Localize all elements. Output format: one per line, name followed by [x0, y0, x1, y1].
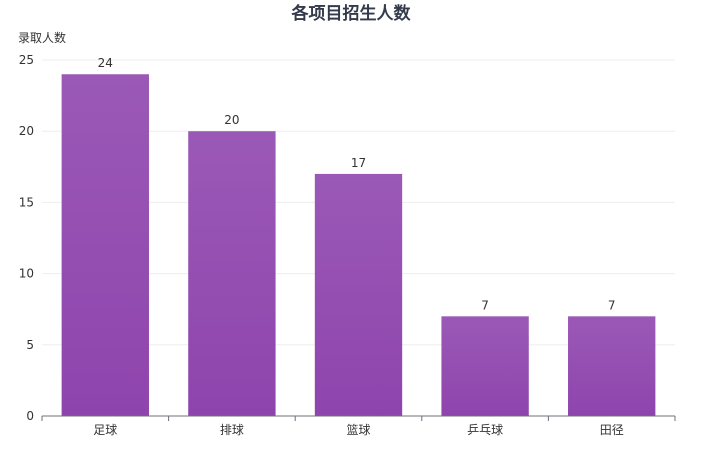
y-tick-label: 25 [19, 53, 34, 67]
y-tick-label: 15 [19, 195, 34, 209]
y-tick-label: 10 [19, 267, 34, 281]
bar [188, 131, 276, 416]
x-axis: 足球 排球 篮球 乒乓球 田径 [41, 415, 676, 437]
y-tick-label: 5 [26, 338, 34, 352]
bars [61, 74, 656, 417]
x-tick-label: 乒乓球 [467, 423, 503, 437]
bar [314, 173, 403, 416]
y-axis-ticks: 0 5 10 15 20 25 [19, 53, 34, 423]
bar [441, 316, 529, 416]
bar [61, 74, 149, 417]
y-tick-label: 20 [19, 124, 34, 138]
data-label: 20 [224, 113, 239, 127]
x-tick-label: 田径 [600, 423, 624, 437]
x-tick-label: 足球 [93, 423, 117, 437]
x-tick-label: 篮球 [346, 422, 370, 437]
y-tick-label: 0 [26, 409, 34, 423]
chart-title: 各项目招生人数 [291, 3, 412, 24]
data-label: 24 [98, 56, 113, 70]
data-label: 17 [351, 156, 366, 170]
x-tick-label: 排球 [220, 423, 244, 437]
y-axis-name: 录取人数 [18, 30, 66, 45]
data-label: 7 [608, 298, 616, 312]
bar [568, 316, 656, 416]
data-label: 7 [481, 298, 489, 312]
data-labels: 24 20 17 7 7 [98, 56, 616, 312]
